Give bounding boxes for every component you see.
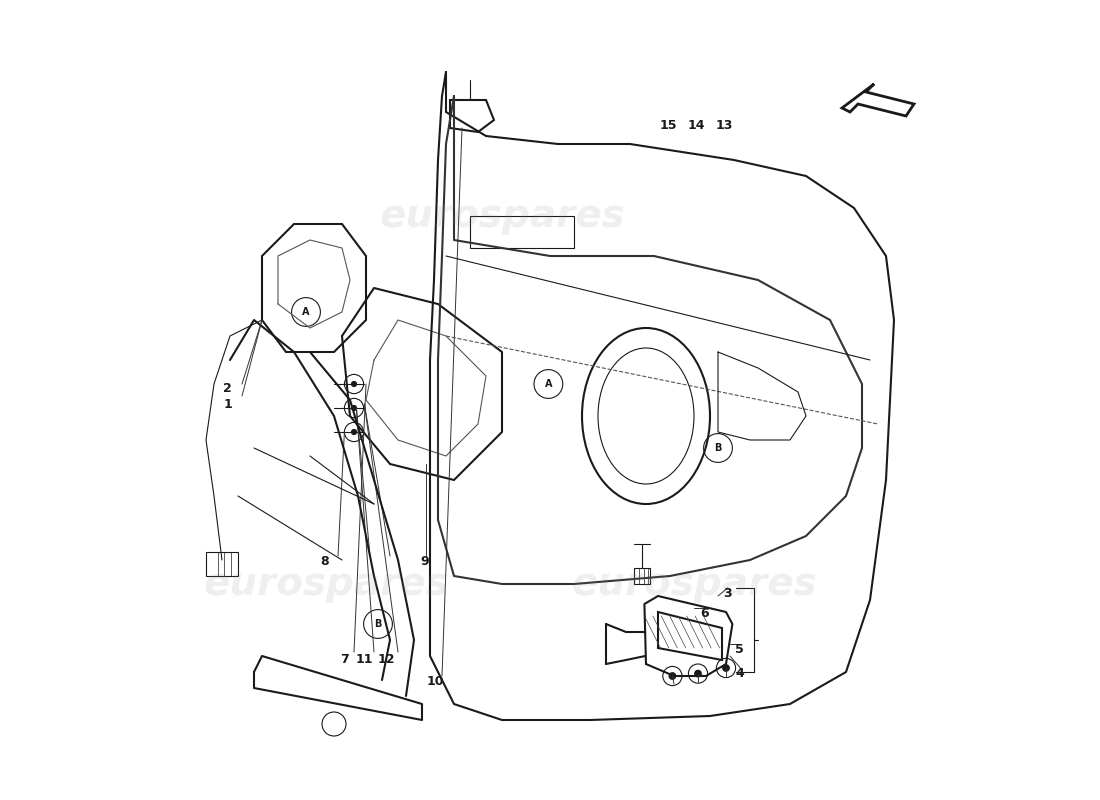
Text: eurospares: eurospares — [379, 197, 625, 235]
Circle shape — [352, 406, 356, 410]
Circle shape — [669, 673, 675, 679]
Text: 1: 1 — [223, 398, 232, 410]
Text: 3: 3 — [724, 587, 732, 600]
Text: 14: 14 — [688, 119, 705, 132]
Circle shape — [352, 430, 356, 434]
Text: 2: 2 — [223, 382, 232, 394]
Text: 11: 11 — [355, 653, 373, 666]
Text: 13: 13 — [716, 119, 733, 132]
Circle shape — [695, 670, 701, 677]
Text: 7: 7 — [340, 653, 349, 666]
Text: A: A — [302, 307, 310, 317]
Text: A: A — [544, 379, 552, 389]
Text: 5: 5 — [735, 643, 744, 656]
Text: B: B — [374, 619, 382, 629]
Text: 15: 15 — [660, 119, 678, 132]
Text: 12: 12 — [377, 653, 395, 666]
Text: eurospares: eurospares — [571, 565, 817, 603]
Circle shape — [352, 382, 356, 386]
Circle shape — [723, 665, 729, 671]
Text: 8: 8 — [320, 555, 329, 568]
Text: 10: 10 — [427, 675, 444, 688]
Text: 6: 6 — [700, 607, 708, 620]
Text: B: B — [714, 443, 722, 453]
Text: eurospares: eurospares — [204, 565, 449, 603]
Text: 4: 4 — [735, 667, 744, 680]
Text: 9: 9 — [420, 555, 429, 568]
